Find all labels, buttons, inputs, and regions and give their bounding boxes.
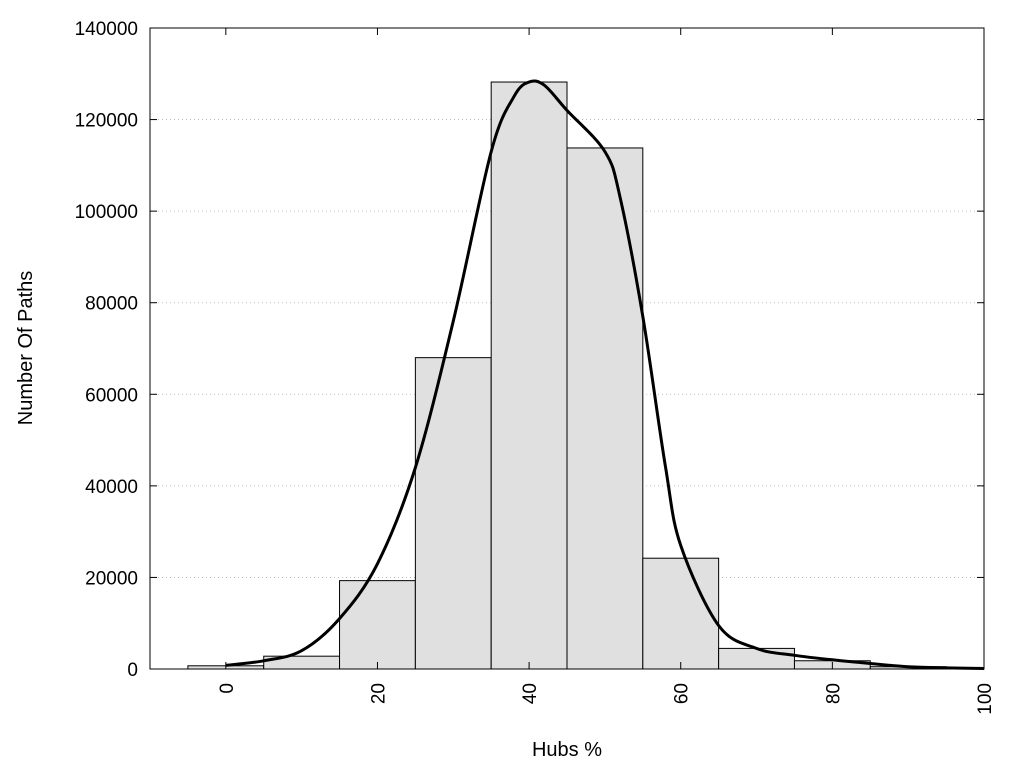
x-tick-label: 80 bbox=[823, 683, 844, 704]
y-tick-label: 120000 bbox=[75, 111, 138, 132]
y-tick-label: 80000 bbox=[85, 294, 138, 315]
y-axis-title: Number Of Paths bbox=[15, 271, 37, 426]
x-tick-label: 40 bbox=[520, 683, 541, 704]
x-tick-label: 20 bbox=[368, 683, 389, 704]
x-tick-label: 60 bbox=[672, 683, 693, 704]
histogram-bar bbox=[567, 148, 643, 669]
histogram-bar bbox=[491, 82, 567, 669]
y-tick-label: 0 bbox=[127, 660, 138, 681]
x-axis-title: Hubs % bbox=[532, 739, 602, 761]
histogram-bar bbox=[719, 648, 795, 669]
y-tick-label: 20000 bbox=[85, 568, 138, 589]
histogram-bar bbox=[340, 581, 416, 669]
histogram-bar bbox=[415, 358, 491, 669]
y-tick-label: 100000 bbox=[75, 202, 138, 223]
y-tick-label: 40000 bbox=[85, 477, 138, 498]
y-tick-label: 140000 bbox=[75, 19, 138, 40]
x-tick-label: 100 bbox=[975, 683, 996, 715]
y-tick-label: 60000 bbox=[85, 385, 138, 406]
x-tick-label: 0 bbox=[217, 683, 238, 694]
histogram-bar bbox=[643, 558, 719, 669]
histogram-bars bbox=[188, 82, 946, 669]
